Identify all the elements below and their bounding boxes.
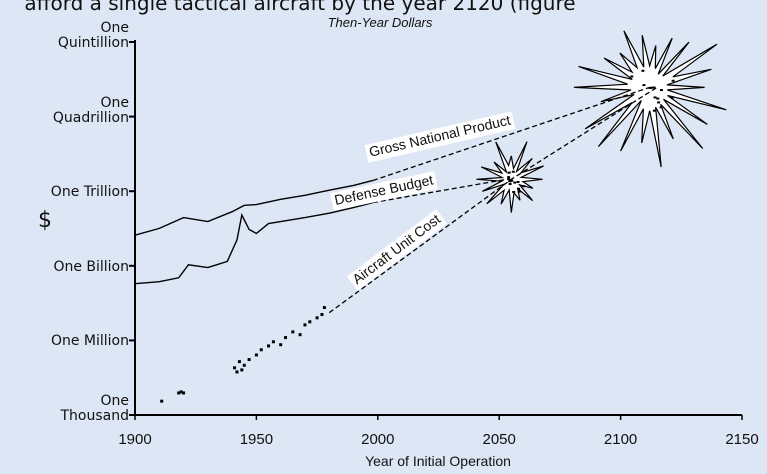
subtitle: Then-Year Dollars bbox=[328, 15, 433, 30]
explosion-speck bbox=[512, 191, 515, 193]
y-tick-label: One Billion bbox=[49, 260, 129, 275]
data-point bbox=[272, 340, 275, 343]
data-point bbox=[235, 370, 238, 373]
explosion-speck bbox=[671, 97, 674, 99]
data-point bbox=[291, 330, 294, 333]
data-point bbox=[320, 313, 323, 316]
explosion-speck bbox=[660, 106, 663, 108]
explosion-speck bbox=[517, 181, 520, 183]
data-point bbox=[323, 306, 326, 309]
data-point bbox=[284, 336, 287, 339]
y-tick-label: One Quadrillion bbox=[49, 96, 129, 126]
x-tick-label: 1950 bbox=[240, 431, 273, 448]
data-point bbox=[260, 348, 263, 351]
x-tick-label: 2050 bbox=[483, 431, 516, 448]
data-point bbox=[238, 360, 241, 363]
y-tick-label: One Million bbox=[49, 334, 129, 349]
x-tick-label: 2000 bbox=[361, 431, 394, 448]
explosion-speck bbox=[641, 70, 644, 72]
explosion-speck bbox=[513, 182, 516, 184]
explosion-speck bbox=[660, 89, 663, 91]
explosion-speck bbox=[657, 101, 660, 103]
caption: afford a single tactical aircraft by the… bbox=[24, 0, 575, 15]
x-tick-label: 1900 bbox=[118, 431, 151, 448]
data-point bbox=[160, 400, 163, 403]
explosion-speck bbox=[654, 96, 657, 98]
explosion-speck bbox=[642, 84, 645, 86]
explosion-speck bbox=[656, 98, 659, 100]
y-tick-label: One Thousand bbox=[49, 394, 129, 424]
explosion-speck bbox=[522, 185, 525, 187]
data-point bbox=[243, 364, 246, 367]
explosion-speck bbox=[518, 191, 521, 193]
data-point bbox=[240, 368, 243, 371]
explosion-speck bbox=[507, 176, 510, 178]
explosion-speck bbox=[630, 75, 633, 77]
data-point bbox=[248, 358, 251, 361]
data-point bbox=[182, 391, 185, 394]
explosion-speck bbox=[672, 80, 675, 82]
data-point bbox=[308, 320, 311, 323]
x-axis-label: Year of Initial Operation bbox=[365, 453, 511, 469]
explosion-speck bbox=[653, 110, 656, 112]
data-point bbox=[316, 316, 319, 319]
x-tick-label: 2150 bbox=[725, 431, 758, 448]
x-tick-label: 2100 bbox=[604, 431, 637, 448]
y-tick-label: One Quintillion bbox=[49, 21, 129, 51]
data-point bbox=[299, 333, 302, 336]
explosion-speck bbox=[512, 171, 515, 173]
data-point bbox=[279, 343, 282, 346]
data-point bbox=[267, 344, 270, 347]
explosion-speck bbox=[509, 183, 512, 185]
page: afford a single tactical aircraft by the… bbox=[0, 0, 767, 474]
explosion-speck bbox=[508, 172, 511, 174]
explosion-speck bbox=[517, 188, 520, 190]
data-point bbox=[303, 323, 306, 326]
data-point bbox=[233, 366, 236, 369]
data-point bbox=[255, 353, 258, 356]
y-axis-label: $ bbox=[38, 208, 52, 233]
y-tick-label: One Trillion bbox=[49, 185, 129, 200]
